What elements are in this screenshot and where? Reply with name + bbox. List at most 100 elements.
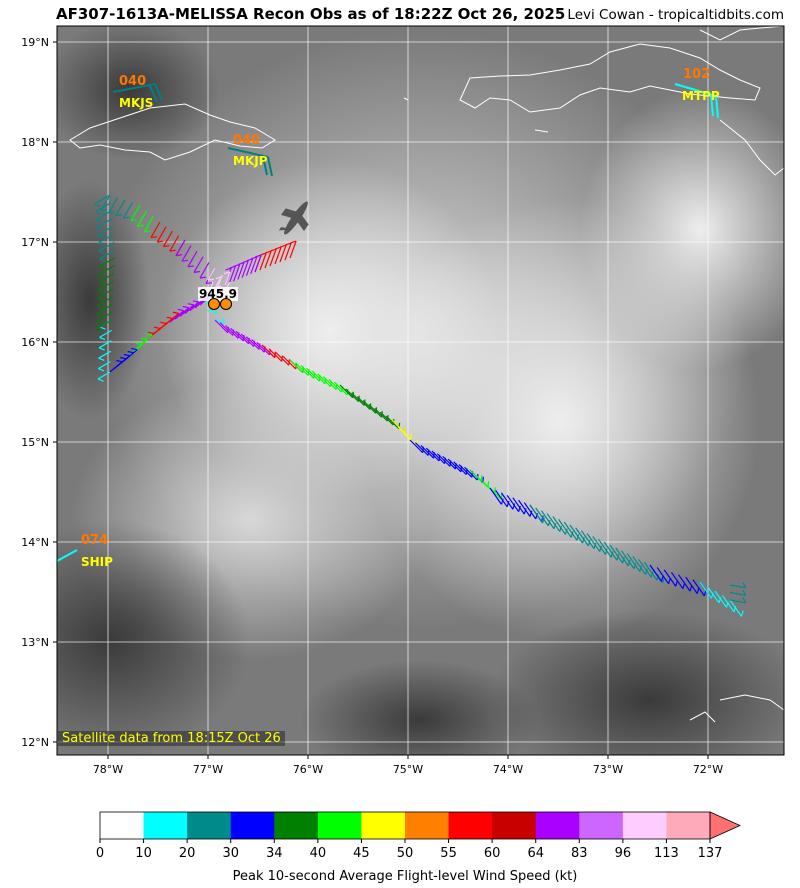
wind-barb	[97, 288, 114, 299]
wind-barb	[99, 249, 116, 260]
wind-barb-flag	[740, 610, 744, 617]
latitude-tick-label: 14°N	[21, 536, 49, 549]
wind-barb	[670, 571, 684, 590]
wind-barb	[569, 524, 584, 544]
wind-barb	[729, 599, 742, 617]
wind-barb-flag	[96, 227, 103, 231]
wind-barb	[245, 258, 254, 276]
wind-barb	[98, 340, 112, 349]
wind-barb-flag	[177, 308, 184, 312]
wind-barb	[368, 404, 383, 418]
wind-barb-flag	[147, 331, 154, 335]
wind-barb-flag	[98, 266, 105, 270]
colorbar-swatch	[230, 812, 275, 839]
wind-barb	[415, 442, 429, 456]
colorbar-swatch	[143, 812, 188, 839]
satellite-time-note: Satellite data from 18:15Z Oct 26	[58, 731, 285, 746]
wind-barb	[506, 494, 520, 513]
wind-barb	[529, 504, 544, 524]
wind-barb-flag	[564, 528, 568, 535]
wind-barb	[275, 352, 290, 366]
wind-barb	[322, 376, 337, 390]
wind-barb	[100, 194, 111, 211]
wind-barb	[279, 244, 287, 263]
wind-barb	[707, 586, 720, 604]
wind-barb-flag	[182, 305, 189, 309]
wind-barb-flag	[410, 433, 413, 440]
wind-barb	[97, 233, 114, 244]
wind-barb	[339, 384, 354, 399]
storm-center-fix: 945.9	[198, 287, 238, 310]
wind-barb	[385, 415, 400, 430]
station-id: MTPP	[682, 89, 720, 103]
wind-barb-flag	[547, 519, 551, 527]
wind-barb-flag	[99, 326, 106, 330]
colorbar-tick-label: 10	[135, 846, 152, 861]
wind-barb-flag	[97, 378, 104, 382]
wind-barb-flag	[163, 245, 170, 248]
colorbar-tick-label: 34	[266, 846, 283, 861]
wind-barb	[169, 235, 180, 252]
wind-barb-flag	[207, 278, 215, 281]
wind-barb-flag	[616, 554, 620, 561]
wind-barb-flag	[215, 285, 222, 288]
wind-barb	[99, 329, 112, 338]
wind-barb-flag	[639, 565, 643, 572]
wind-barb	[181, 245, 192, 262]
wind-barb-flag	[98, 281, 105, 286]
wind-barb	[245, 336, 260, 350]
wind-barb	[458, 464, 473, 478]
wind-barb-flag	[523, 508, 527, 515]
wind-barb-flag	[187, 303, 194, 306]
station-mtpp: 102 MTPP	[674, 67, 720, 119]
wind-barb	[495, 490, 508, 508]
wind-barb	[678, 574, 691, 592]
wind-barb-flag	[285, 242, 292, 246]
latitude-tick-label: 16°N	[21, 336, 49, 349]
wind-barb	[351, 392, 365, 406]
wind-barb	[626, 553, 641, 572]
wind-barb	[575, 527, 589, 547]
wind-barb	[431, 450, 445, 465]
wind-barb	[214, 319, 225, 324]
wind-barb-flag	[146, 332, 153, 336]
wind-barb	[214, 319, 229, 334]
wind-barb	[489, 487, 502, 505]
wind-barb-flag	[535, 513, 539, 520]
wind-barb-flag	[604, 548, 608, 555]
colorbar-tick-label: 55	[440, 846, 457, 861]
wind-barb	[97, 296, 114, 307]
wind-barb-flag	[644, 568, 648, 575]
wind-barb	[311, 370, 326, 385]
wind-barb	[442, 455, 456, 470]
wind-barb-flag	[172, 311, 179, 315]
colorbar-extend-arrow	[709, 811, 741, 840]
longitude-tick-label: 78°W	[93, 763, 123, 776]
latitude-tick-label: 18°N	[21, 136, 49, 149]
wind-barb	[169, 310, 185, 323]
wind-barb-flag	[192, 300, 199, 303]
wind-barb-flag	[650, 571, 654, 578]
colorbar-tick-label: 83	[571, 846, 588, 861]
wind-barb	[240, 333, 255, 348]
wind-barb	[512, 497, 525, 515]
wind-barb	[98, 350, 112, 359]
wind-barb-flag	[123, 216, 130, 219]
wind-barb-flag	[99, 336, 106, 341]
station-value: 040	[119, 74, 146, 89]
wind-barb-flag	[169, 249, 176, 252]
wind-barb	[251, 339, 265, 353]
wind-barb	[94, 194, 111, 205]
wind-barb-flag	[610, 551, 614, 558]
flight-track-wind-barbs	[94, 194, 747, 617]
wind-barb	[98, 257, 115, 268]
colorbar-swatch	[448, 812, 493, 839]
wind-barb	[97, 361, 111, 370]
wind-barb-flag	[199, 276, 207, 279]
wind-barb	[259, 252, 267, 271]
wind-barb-flag	[593, 542, 597, 549]
wind-barb-flag	[98, 368, 105, 372]
wind-barb	[328, 379, 343, 393]
wind-barb	[156, 226, 167, 243]
wind-barb	[345, 388, 359, 403]
